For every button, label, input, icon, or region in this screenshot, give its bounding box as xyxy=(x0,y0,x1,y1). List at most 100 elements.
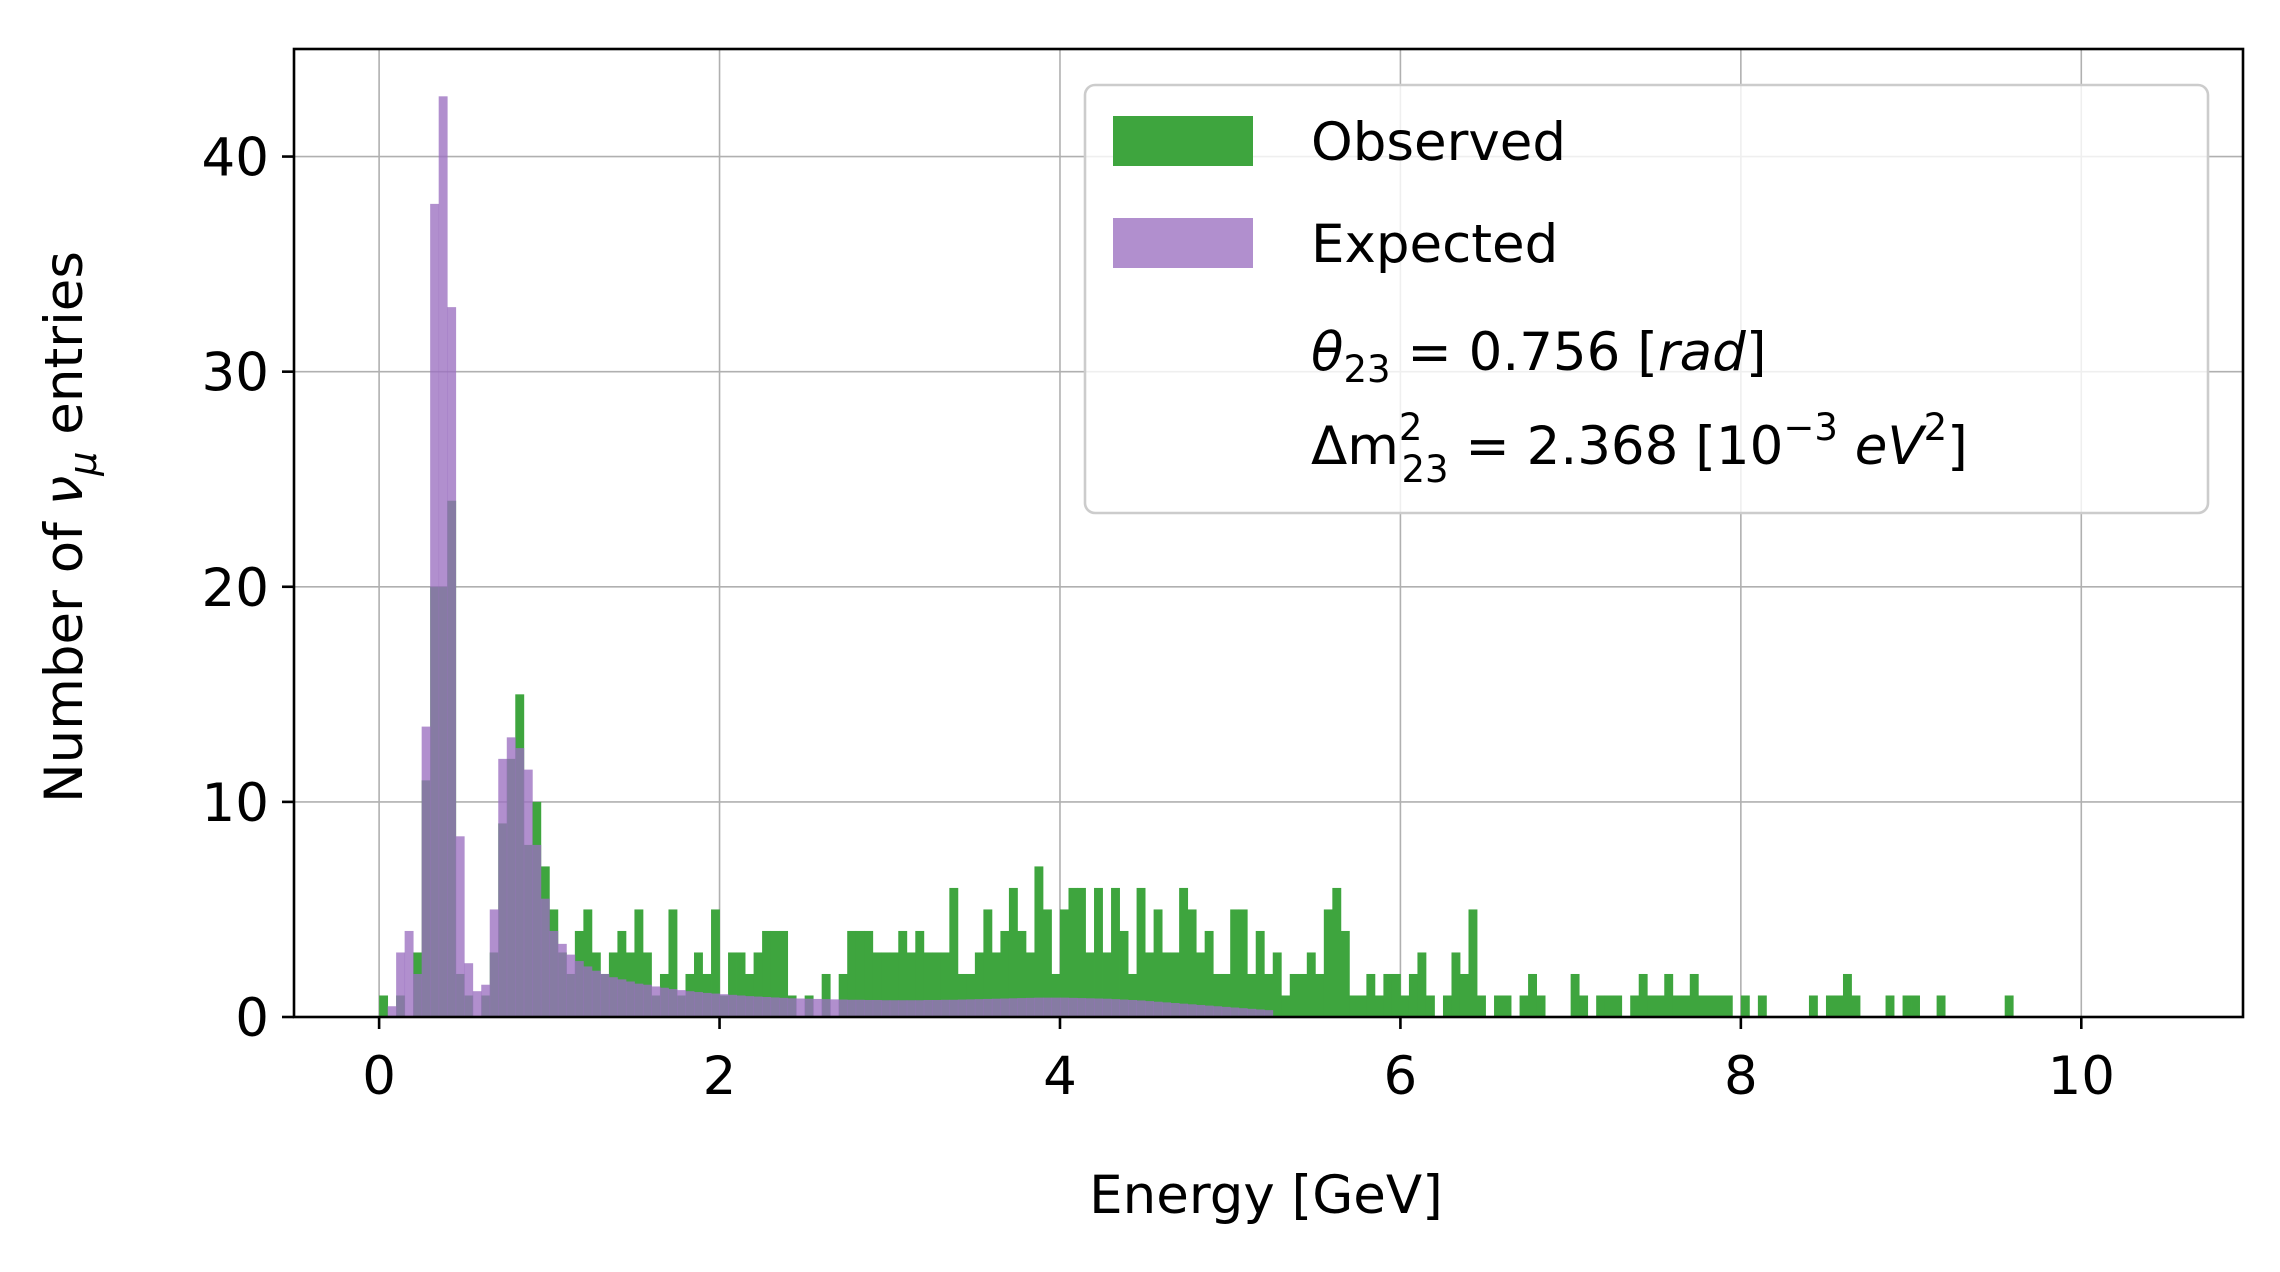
histogram-bar-expected xyxy=(396,952,406,1017)
y-tick-label: 10 xyxy=(202,773,269,834)
histogram-bar-expected xyxy=(1042,997,1052,1017)
legend-box xyxy=(1083,83,2210,515)
histogram-bar-observed xyxy=(940,952,950,1017)
dm2-subscript: 23 xyxy=(1401,448,1448,491)
histogram-bar-expected xyxy=(821,999,831,1017)
histogram-bar-expected xyxy=(387,1006,397,1017)
histogram-bar-expected xyxy=(1068,997,1078,1017)
histogram-bar-expected xyxy=(447,307,457,1018)
histogram-bar-expected xyxy=(906,1000,916,1017)
histogram-bar-expected xyxy=(1145,1001,1155,1017)
histogram-bar-observed xyxy=(864,930,874,1017)
histogram-bar-expected xyxy=(1213,1006,1223,1017)
histogram-bar-expected xyxy=(438,96,448,1017)
histogram-bar-expected xyxy=(532,844,542,1017)
histogram-bar-expected xyxy=(1255,1009,1265,1017)
histogram-bar-observed xyxy=(1911,995,1920,1017)
histogram-bar-observed xyxy=(1613,995,1623,1017)
histogram-bar-observed xyxy=(1059,909,1069,1017)
histogram-bar-observed xyxy=(1204,930,1214,1017)
dm2-superscript: 2 xyxy=(1399,406,1423,449)
histogram-bar-observed xyxy=(1136,887,1146,1017)
histogram-bar-expected xyxy=(711,993,720,1017)
histogram-bar-expected xyxy=(1034,997,1044,1017)
histogram-bar-expected xyxy=(540,898,550,1017)
histogram-bar-expected xyxy=(591,970,601,1017)
histogram-bar-observed xyxy=(1102,952,1112,1017)
histogram-bar-expected xyxy=(1170,1003,1180,1017)
histogram-bar-expected xyxy=(464,963,474,1017)
dm2-exponent: −3 xyxy=(1783,406,1838,449)
histogram-bar-observed xyxy=(1366,973,1376,1017)
histogram-bar-observed xyxy=(1442,995,1452,1017)
histogram-bar-expected xyxy=(668,989,678,1017)
histogram-bar-observed xyxy=(1596,995,1606,1017)
histogram-bar-observed xyxy=(736,952,746,1017)
histogram-bar-observed xyxy=(762,930,772,1017)
histogram-bar-observed xyxy=(753,952,763,1017)
histogram-bar-expected xyxy=(1000,998,1010,1017)
histogram-bar-observed xyxy=(1408,973,1418,1017)
histogram-bar-expected xyxy=(1230,1007,1240,1017)
histogram-bar-observed xyxy=(1085,952,1095,1017)
histogram-bar-observed xyxy=(1391,973,1401,1017)
x-tick-label: 0 xyxy=(362,1046,396,1107)
histogram-bar-expected xyxy=(430,203,440,1017)
histogram-bar-observed xyxy=(1494,995,1503,1017)
histogram-bar-expected xyxy=(574,961,584,1017)
histogram-bar-observed xyxy=(583,909,593,1017)
histogram-bar-observed xyxy=(1459,973,1469,1017)
histogram-bar-expected xyxy=(838,999,848,1017)
histogram-bar-expected xyxy=(796,998,806,1017)
histogram-bar-observed xyxy=(1017,930,1027,1017)
legend-theta-line: θ23 = 0.756 [rad] xyxy=(1311,322,1767,391)
dm2-value: = 2.368 [10 xyxy=(1449,416,1784,477)
histogram-bar-observed xyxy=(1323,909,1333,1017)
histogram-bar-expected xyxy=(923,1000,933,1017)
histogram-bar-expected xyxy=(753,996,763,1017)
histogram-bar-observed xyxy=(1247,973,1257,1017)
histogram-bar-observed xyxy=(1570,973,1580,1017)
histogram-bar-observed xyxy=(634,909,644,1017)
histogram-bar-observed xyxy=(1221,973,1231,1017)
histogram-bar-expected xyxy=(855,999,865,1017)
histogram-bar-expected xyxy=(881,1000,891,1017)
histogram-bar-expected xyxy=(498,758,508,1017)
histogram-bar-observed xyxy=(1579,995,1589,1017)
histogram-bar-observed xyxy=(1519,995,1529,1017)
histogram-bar-observed xyxy=(847,930,857,1017)
histogram-bar-observed xyxy=(1187,909,1197,1017)
histogram-bar-observed xyxy=(379,995,389,1017)
histogram-bar-observed xyxy=(1885,995,1895,1017)
histogram-bar-observed xyxy=(881,952,891,1017)
histogram-bar-expected xyxy=(847,999,857,1017)
histogram-bar-expected xyxy=(991,998,1001,1017)
histogram-bar-expected xyxy=(549,930,559,1017)
histogram-bar-observed xyxy=(1077,887,1086,1017)
histogram-bar-expected xyxy=(617,979,627,1017)
histogram-bar-observed xyxy=(1034,866,1044,1017)
histogram-bar-expected xyxy=(983,998,993,1017)
histogram-bar-expected xyxy=(506,737,516,1017)
x-tick-label: 4 xyxy=(1043,1046,1077,1107)
histogram-bar-observed xyxy=(1068,887,1078,1017)
histogram-bar-observed xyxy=(855,930,865,1017)
histogram-bar-observed xyxy=(1051,973,1061,1017)
theta-subscript: 23 xyxy=(1343,348,1390,391)
dm2-unit: eV xyxy=(1838,416,1927,477)
histogram-bar-expected xyxy=(1008,998,1018,1017)
histogram-bar-expected xyxy=(787,998,797,1017)
histogram-bar-observed xyxy=(1706,995,1716,1017)
histogram-bar-expected xyxy=(685,991,695,1017)
histogram-bar-expected xyxy=(1179,1003,1189,1017)
histogram-bar-expected xyxy=(557,943,567,1017)
histogram-bar-observed xyxy=(1298,973,1308,1017)
histogram-bar-observed xyxy=(1417,952,1427,1017)
histogram-bar-expected xyxy=(676,990,686,1017)
histogram-bar-observed xyxy=(1842,973,1852,1017)
histogram-bar-observed xyxy=(983,909,993,1017)
theta-symbol: θ xyxy=(1311,322,1343,383)
histogram-bar-expected xyxy=(1119,999,1129,1017)
histogram-bar-observed xyxy=(1306,952,1316,1017)
